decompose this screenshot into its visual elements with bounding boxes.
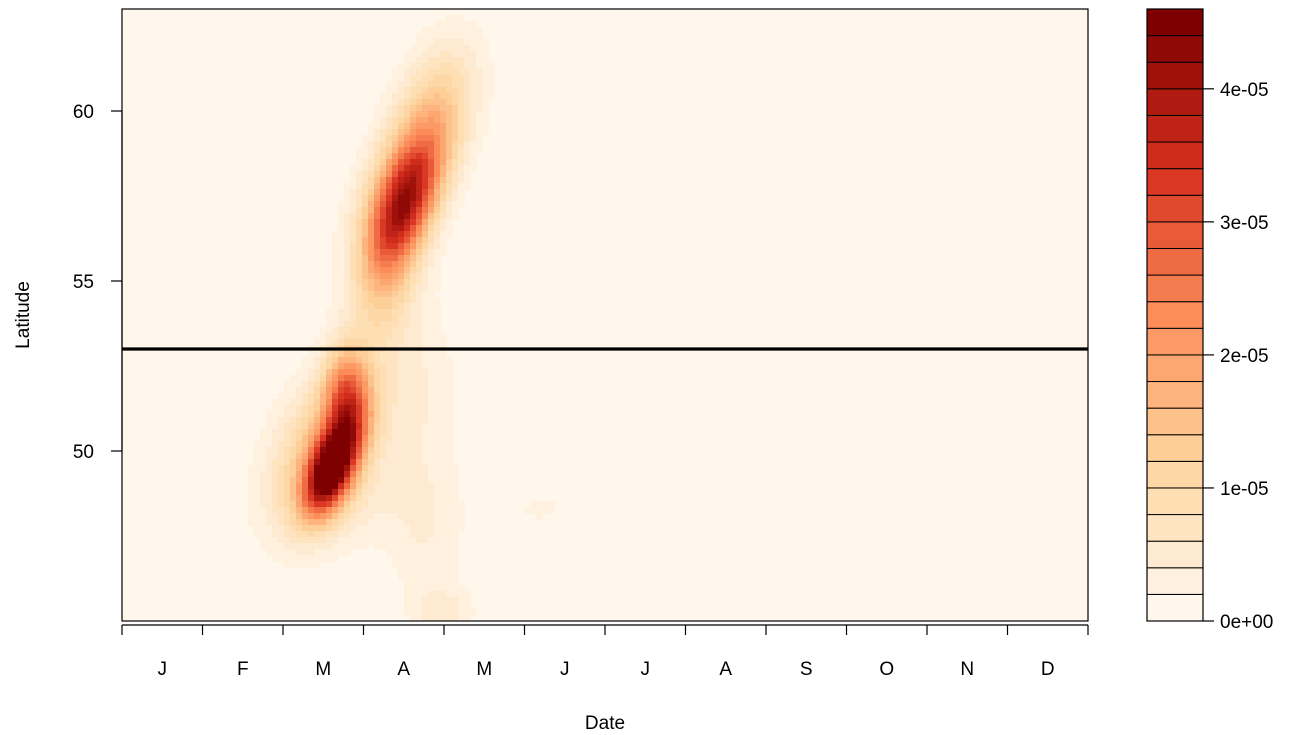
colorbar-tick-label: 4e-05 <box>1220 80 1269 101</box>
colorbar-band <box>1146 567 1204 595</box>
colorbar-band <box>1146 141 1204 170</box>
colorbar-band <box>1146 8 1204 37</box>
x-tick-label: J <box>560 659 570 680</box>
colorbar-band <box>1146 61 1204 90</box>
colorbar-band <box>1146 514 1204 542</box>
x-tick-label: F <box>237 659 249 680</box>
colorbar-band <box>1146 35 1204 63</box>
density-heatmap <box>122 9 1088 621</box>
x-tick-label: A <box>719 659 732 680</box>
x-tick-label: M <box>315 659 331 680</box>
y-tick-label: 55 <box>73 272 94 293</box>
x-tick-label: A <box>397 659 410 680</box>
colorbar-band <box>1146 88 1204 116</box>
y-axis-label: Latitude <box>13 281 34 349</box>
y-axis: 50 55 60 <box>73 102 123 463</box>
colorbar-tick-label: 2e-05 <box>1220 346 1269 367</box>
colorbar-band <box>1146 407 1204 436</box>
colorbar-band <box>1146 247 1204 276</box>
colorbar-band <box>1146 274 1204 303</box>
y-tick-label: 60 <box>73 102 94 123</box>
colorbar-tick-label: 0e+00 <box>1220 612 1273 633</box>
colorbar-band <box>1146 540 1204 569</box>
colorbar-band <box>1146 354 1204 383</box>
colorbar-tick-label: 1e-05 <box>1220 479 1269 500</box>
colorbar-tick-label: 3e-05 <box>1220 213 1269 234</box>
colorbar-band <box>1146 381 1204 409</box>
colorbar-band <box>1146 301 1204 329</box>
colorbar-band <box>1146 593 1204 622</box>
colorbar-band <box>1146 434 1204 462</box>
x-tick-label: O <box>879 659 894 680</box>
x-axis-label: Date <box>585 713 625 734</box>
colorbar-band <box>1146 460 1204 489</box>
colorbar-band <box>1146 114 1204 143</box>
colorbar-border <box>1146 8 1204 622</box>
x-tick-label: M <box>476 659 492 680</box>
x-tick-label: S <box>800 659 813 680</box>
x-tick-label: D <box>1041 659 1055 680</box>
y-tick-label: 50 <box>73 442 94 463</box>
colorbar-band <box>1146 327 1204 356</box>
x-tick-label: N <box>960 659 974 680</box>
colorbar-band <box>1146 487 1204 516</box>
colorbar: 0e+00 1e-05 2e-05 3e-05 4e-05 <box>1146 8 1273 633</box>
colorbar-band <box>1146 168 1204 196</box>
colorbar-band <box>1146 194 1204 223</box>
x-tick-label: J <box>158 659 168 680</box>
x-tick-label: J <box>641 659 651 680</box>
colorbar-band <box>1146 221 1204 249</box>
